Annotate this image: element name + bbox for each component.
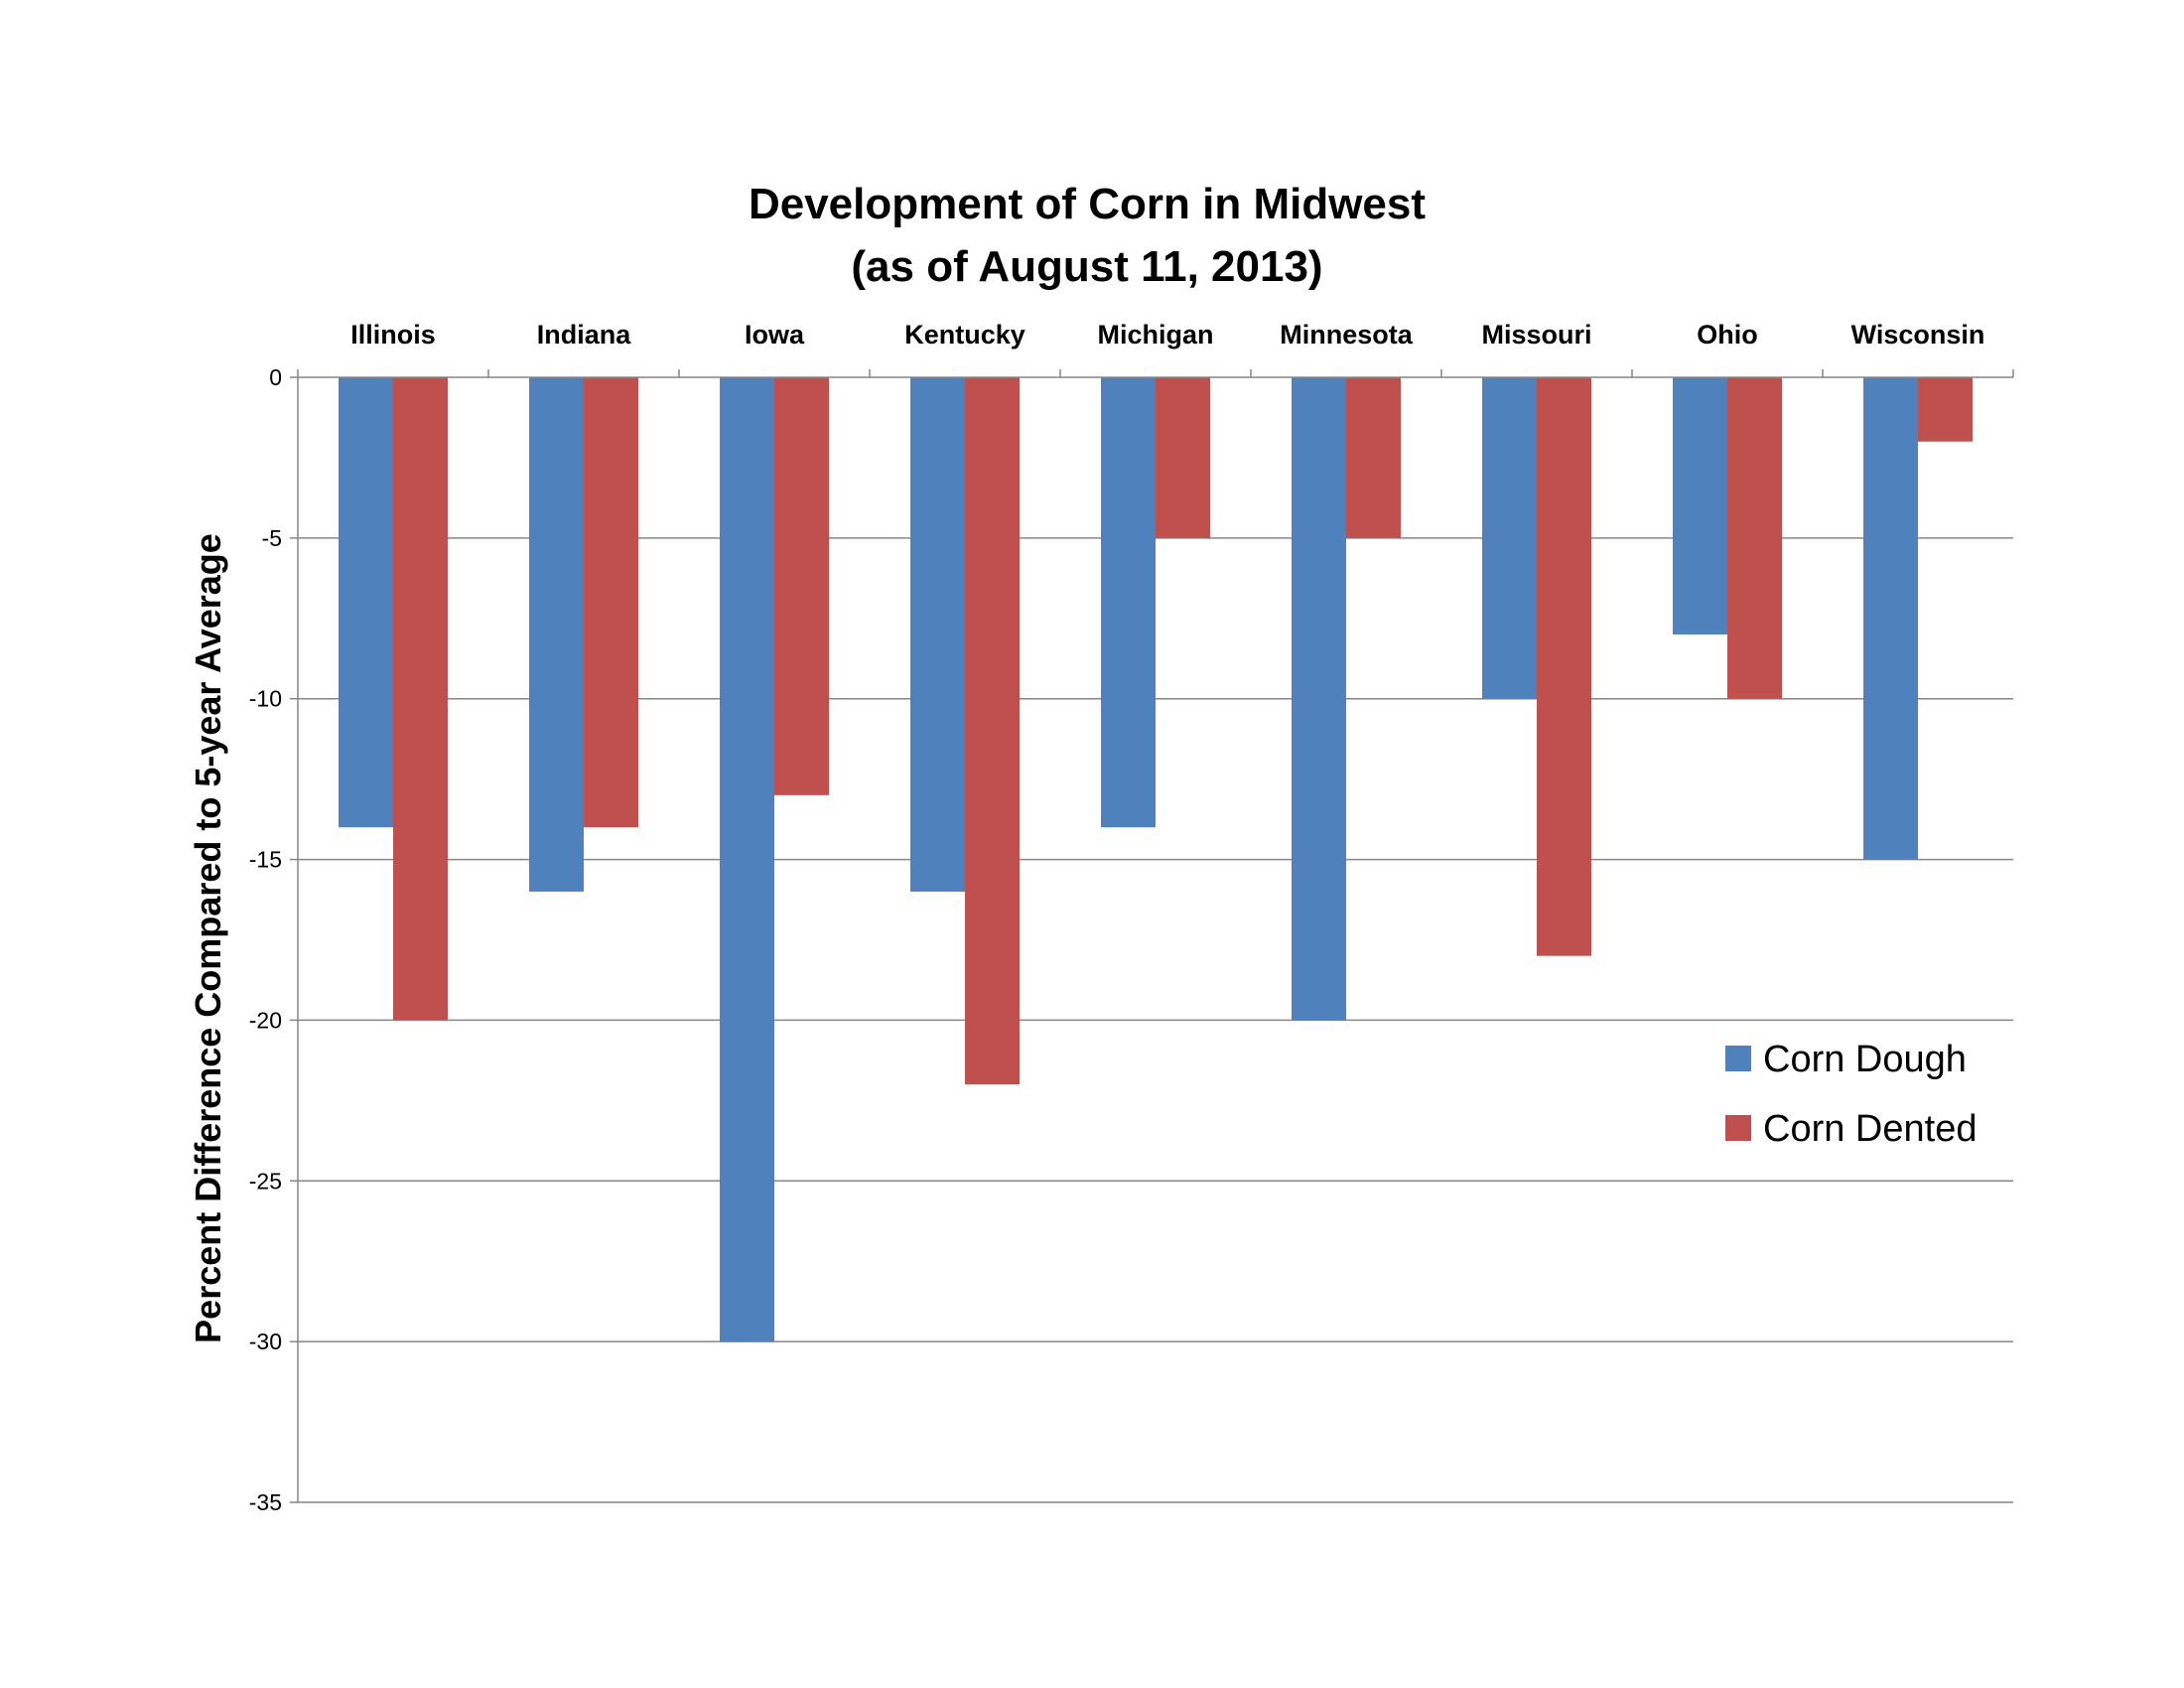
legend-label: Corn Dough [1763,1039,1967,1080]
y-tick-label: -35 [249,1489,282,1515]
axis-labels: 0 -5 -10 -15 -20 -25 -30 -35 Illinois Indiana Iowa… [249,320,1985,1515]
bar-corn-dented-wisconsin [1918,377,1973,442]
y-tick-label: -10 [249,686,282,712]
y-tick-label: 0 [269,364,282,390]
category-label: Missouri [1481,320,1591,350]
bars [339,377,1973,1342]
bar-corn-dough-minnesota [1292,377,1346,1021]
bar-corn-dented-ohio [1727,377,1782,699]
bar-corn-dented-indiana [584,377,638,828]
bar-corn-dough-iowa [720,377,774,1342]
category-label: Kentucky [904,320,1025,350]
bar-corn-dough-indiana [529,377,584,892]
y-tick-label: -30 [249,1329,282,1354]
category-label: Wisconsin [1851,320,1985,350]
chart-title-line2: (as of August 11, 2013) [851,242,1322,291]
legend: Corn Dough Corn Dented [1725,1039,1977,1150]
bar-corn-dough-wisconsin [1863,377,1918,860]
bar-corn-dented-missouri [1537,377,1591,956]
category-label: Minnesota [1280,320,1413,350]
bar-corn-dented-illinois [393,377,448,1021]
y-tick-label: -5 [262,525,282,551]
category-label: Iowa [745,320,805,350]
category-label: Indiana [537,320,631,350]
legend-swatch [1725,1115,1751,1141]
bar-corn-dough-michigan [1101,377,1156,828]
y-tick-label: -15 [249,847,282,873]
bar-corn-dough-ohio [1673,377,1727,634]
bar-corn-dented-kentucky [965,377,1020,1085]
category-label: Illinois [350,320,436,350]
bar-corn-dough-kentucky [910,377,965,892]
bar-corn-dented-iowa [774,377,829,795]
y-tick-label: -25 [249,1168,282,1194]
bar-corn-dented-minnesota [1346,377,1401,538]
category-label: Ohio [1697,320,1758,350]
bar-corn-dented-michigan [1156,377,1210,538]
y-tick-label: -20 [249,1007,282,1033]
chart-title-line1: Development of Corn in Midwest [749,180,1426,228]
legend-swatch [1725,1046,1751,1071]
legend-label: Corn Dented [1763,1108,1977,1150]
y-axis-label: Percent Difference Compared to 5-year Av… [188,533,228,1343]
bar-corn-dough-missouri [1482,377,1537,699]
axes [290,369,2014,1503]
category-label: Michigan [1097,320,1213,350]
bar-corn-dough-illinois [339,377,393,828]
